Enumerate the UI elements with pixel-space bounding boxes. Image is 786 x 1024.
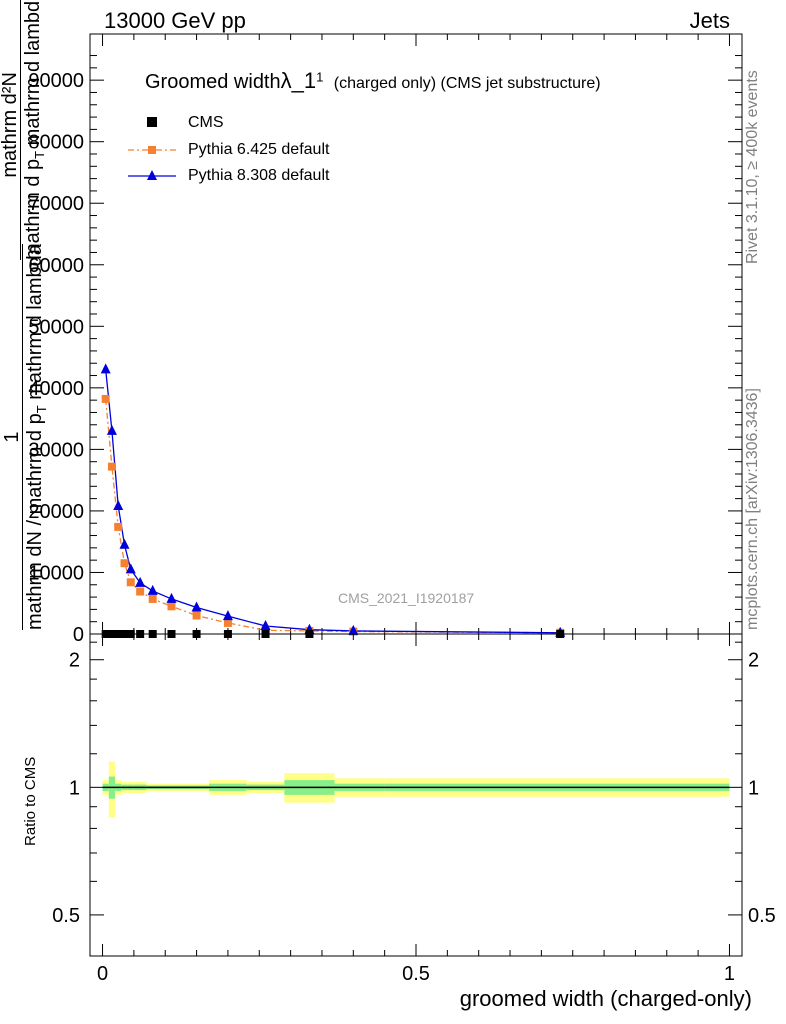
watermark: CMS_2021_I1920187 [338, 590, 475, 606]
ratio-ytick-label-left: 2 [69, 650, 80, 672]
point-pythia6 [126, 578, 135, 587]
point-pythia8 [260, 620, 271, 630]
main-y-label-denominator-2: mathrm d pT mathrm d lambda [21, 0, 47, 260]
point-pythia8 [125, 563, 136, 574]
main-y-label-numerator-2: mathrm d²N [0, 0, 21, 260]
point-pythia6 [167, 602, 176, 611]
legend-title-lambda: λ_1 [280, 68, 317, 93]
main-y-label-numerator-1: 1 [1, 244, 23, 630]
main-ytick-label: 40000 [28, 378, 84, 400]
ratio-ytick-label-right: 1 [748, 777, 759, 799]
ratio-xtick-label: 0 [97, 963, 108, 985]
main-ytick-label: 90000 [28, 70, 84, 92]
ylabel-d1: mathrm dN / mathrm d p [24, 413, 46, 630]
main-panel: 0 10000 20000 30000 40000 50000 60000 70000 8000… [28, 33, 743, 646]
point-pythia6 [107, 462, 116, 471]
point-pythia8 [222, 610, 233, 621]
main-ytick-label: 60000 [28, 255, 84, 277]
header-right: Jets [689, 8, 730, 33]
ratio-y-axis-label: Ratio to CMS [22, 756, 39, 846]
header-left: 13000 GeV pp [104, 8, 246, 33]
point-pythia8 [135, 576, 146, 587]
main-ytick-label: 50000 [28, 316, 84, 338]
ratio-ytick-label-right: 2 [748, 650, 759, 672]
point-pythia8 [166, 592, 177, 603]
point-pythia8 [348, 624, 359, 635]
ylabel-d2-rest: mathrm d lambda [22, 0, 44, 151]
legend-title-rest: (charged only) (CMS jet substructure) [333, 75, 601, 92]
point-pythia6 [192, 611, 201, 620]
ylabel-d1-sub: T [34, 405, 49, 414]
point-pythia8 [113, 500, 124, 510]
point-pythia8 [191, 601, 202, 612]
ratio-ytick-label-right: 0.5 [748, 905, 776, 927]
main-ytick-label: 10000 [28, 562, 84, 584]
point-pythia6 [136, 587, 145, 596]
point-pythia8 [147, 584, 158, 595]
point-pythia6 [114, 522, 123, 531]
ratio-ytick-label-left: 0.5 [52, 905, 80, 927]
ylabel-d2-sub: T [32, 150, 47, 159]
ratio-xtick-label: 0.5 [402, 963, 430, 985]
main-y-axis-label-2: mathrm d²N mathrm d pT mathrm d lambda [0, 0, 47, 260]
main-ytick-label: 80000 [28, 132, 84, 154]
legend-title: Groomed widthλ_11 (charged only) (CMS je… [145, 68, 601, 94]
point-pythia8 [106, 424, 117, 435]
main-y-label-denominator-1: mathrm dN / mathrm d pT mathrm d lambda [23, 244, 49, 630]
rivet-label: Rivet 3.1.10, ≥ 400k events [744, 70, 761, 264]
point-pythia6 [101, 394, 110, 403]
point-pythia8 [119, 538, 130, 549]
legend-entry-cms: CMS [188, 114, 224, 131]
ratio-panel: 0 0.5 1 0.5 0.5 1 1 2 2 [52, 633, 776, 985]
main-ytick-label: 0 [73, 624, 84, 646]
ratio-ytick-label-left: 1 [69, 777, 80, 799]
point-pythia6 [120, 559, 129, 568]
main-ytick-label: 20000 [28, 501, 84, 523]
mcplots-label: mcplots.cern.ch [arXiv:1306.3436] [744, 388, 761, 630]
point-pythia6 [148, 594, 157, 603]
point-pythia6 [223, 618, 232, 627]
series-line-pythia8 [105, 369, 561, 634]
ylabel-d2: mathrm d p [22, 158, 44, 260]
main-ytick-label: 30000 [28, 439, 84, 461]
series-line-pythia6 [105, 398, 561, 634]
main-y-axis-label: 1 mathrm dN / mathrm d pT mathrm d lambd… [1, 244, 49, 630]
legend-title-main: Groomed width [145, 71, 281, 93]
ratio-xtick-label: 1 [724, 963, 735, 985]
legend-title-sup: 1 [316, 69, 324, 85]
legend-entry-py8: Pythia 8.308 default [188, 167, 330, 184]
legend-entry-py6: Pythia 6.425 default [188, 141, 330, 158]
ylabel-d1-rest: mathrm d lambda [24, 244, 46, 406]
ylabel-n1: 1 [1, 431, 23, 443]
x-axis-label: groomed width (charged-only) [459, 986, 752, 1011]
legend-marker-pythia8 [147, 170, 157, 180]
point-pythia8 [100, 363, 111, 374]
legend-marker-pythia6 [148, 146, 156, 154]
legend-marker-cms [147, 117, 157, 127]
main-ytick-label: 70000 [28, 193, 84, 215]
